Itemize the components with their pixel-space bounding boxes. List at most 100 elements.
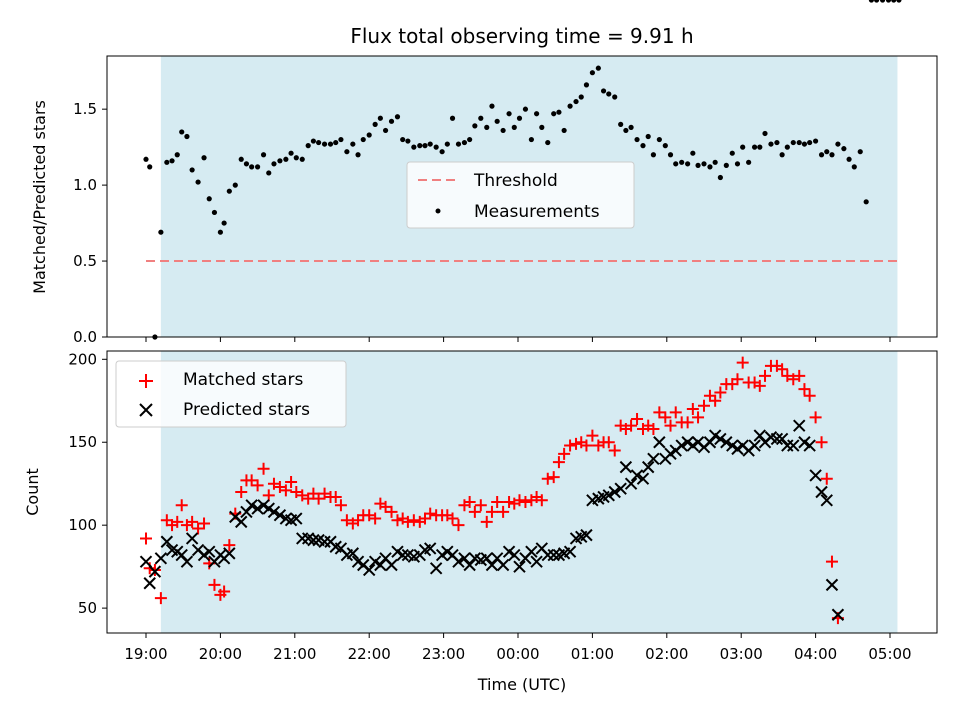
predicted-star-point — [273, 509, 287, 522]
measurement-point — [226, 188, 232, 194]
measurement-point — [528, 136, 534, 143]
matched-star-point — [407, 514, 420, 527]
top-y-tick-label: 0.5 — [73, 252, 97, 270]
predicted-star-point — [203, 545, 216, 558]
matched-star-point — [709, 394, 722, 407]
predicted-star-point — [307, 533, 320, 547]
measurement-point — [179, 129, 185, 135]
measurement-point — [461, 139, 468, 146]
measurement-point — [377, 115, 383, 121]
predicted-star-point — [803, 439, 816, 452]
predicted-star-point — [825, 578, 839, 592]
measurement-point — [350, 141, 356, 147]
measurement-point — [656, 136, 662, 143]
measurement-point — [667, 152, 674, 158]
matched-star-point — [608, 444, 621, 457]
measurement-point — [516, 115, 523, 121]
matched-star-point — [547, 471, 560, 484]
matched-star-point — [681, 416, 694, 429]
measurement-point — [206, 196, 212, 202]
measurement-point — [628, 124, 634, 130]
top-y-tick-label: 1.5 — [73, 100, 97, 118]
measurement-point — [690, 150, 696, 156]
measurement-point — [729, 150, 735, 156]
predicted-star-point — [580, 528, 593, 542]
measurement-point — [478, 115, 484, 121]
measurement-point — [158, 229, 164, 235]
measurement-point — [746, 159, 752, 165]
matched-star-point — [659, 411, 672, 424]
matched-star-point — [686, 403, 699, 416]
measurement-point — [589, 70, 596, 76]
matched-star-point — [513, 494, 526, 507]
predicted-star-point — [530, 555, 543, 568]
x-tick-label: 21:00 — [273, 645, 316, 663]
measurement-point — [382, 127, 389, 134]
predicted-star-point — [175, 548, 188, 562]
predicted-star-point — [703, 436, 717, 449]
predicted-star-point — [547, 548, 560, 562]
measurement-point — [455, 141, 462, 147]
measurement-point — [551, 111, 557, 117]
measurement-point — [784, 144, 790, 150]
matched-star-point — [401, 515, 414, 528]
predicted-star-point — [180, 555, 194, 568]
measurement-point — [891, 0, 897, 3]
measurement-point — [366, 132, 372, 138]
measurement-point — [851, 164, 857, 170]
matched-star-point — [503, 495, 516, 508]
matched-star-point — [809, 411, 822, 424]
measurement-point — [266, 170, 272, 176]
measurement-point — [757, 144, 763, 150]
predicted-star-point — [429, 562, 443, 575]
predicted-star-point — [154, 552, 168, 565]
matched-star-point — [631, 413, 644, 426]
measurement-point — [801, 141, 808, 147]
matched-star-point — [329, 490, 342, 503]
predicted-star-point — [653, 436, 666, 449]
matched-star-point — [198, 517, 211, 530]
predicted-star-point — [235, 515, 248, 529]
predicted-star-point — [624, 477, 638, 490]
measurement-point — [634, 136, 640, 143]
matched-star-point — [474, 499, 487, 512]
matched-star-point — [235, 486, 248, 498]
predicted-star-point — [143, 577, 156, 590]
predicted-star-point — [480, 552, 493, 565]
measurement-point — [449, 115, 456, 121]
measurement-point — [189, 167, 195, 173]
matched-star-point — [285, 476, 298, 489]
predicted-star-point — [630, 469, 644, 482]
predicted-star-point — [831, 608, 845, 621]
matched-star-point — [698, 399, 710, 412]
legend-measurements-label: Measurements — [474, 202, 600, 222]
measurement-point — [829, 152, 835, 158]
measurement-point — [734, 161, 741, 167]
matched-star-point — [369, 512, 382, 525]
predicted-star-point — [793, 419, 806, 432]
measurement-point — [316, 139, 322, 146]
predicted-star-point — [496, 558, 510, 572]
predicted-star-point — [513, 560, 526, 573]
matched-star-point — [793, 369, 806, 382]
measurement-point — [143, 156, 149, 162]
matched-star-point — [731, 373, 744, 386]
predicted-star-point — [608, 485, 621, 499]
matched-star-point — [334, 499, 347, 512]
predicted-star-point — [619, 460, 633, 474]
bottom-y-tick-label: 200 — [68, 350, 97, 368]
predicted-star-point — [251, 502, 264, 515]
matched-star-point — [186, 515, 199, 528]
matched-star-point — [257, 462, 270, 475]
predicted-star-point — [424, 542, 437, 555]
measurement-point — [293, 155, 299, 161]
predicted-star-point — [820, 494, 833, 507]
measurement-point — [779, 152, 785, 158]
measurement-point — [288, 150, 294, 156]
bottom-y-ticks: 50 100 150 200 — [68, 350, 107, 617]
measurement-point — [511, 124, 517, 130]
measurement-point — [249, 164, 255, 170]
x-tick-label: 01:00 — [571, 645, 614, 663]
bottom-y-tick-label: 50 — [78, 599, 97, 617]
predicted-star-point — [714, 432, 727, 446]
